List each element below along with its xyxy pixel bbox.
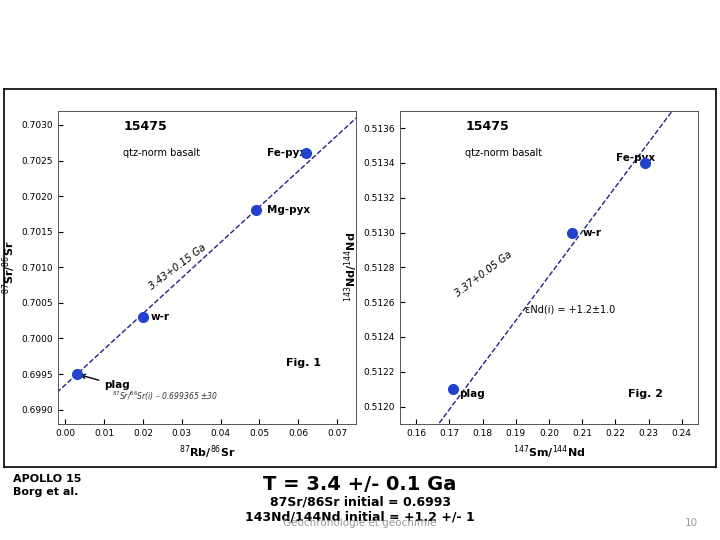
Text: plag: plag — [81, 374, 130, 390]
Text: εNd(i) = +1.2±1.0: εNd(i) = +1.2±1.0 — [525, 304, 616, 314]
X-axis label: $^{87}$Rb/$^{86}$Sr: $^{87}$Rb/$^{86}$Sr — [179, 443, 235, 461]
Y-axis label: $^{143}$Nd/$^{144}$Nd: $^{143}$Nd/$^{144}$Nd — [343, 232, 360, 302]
Text: 10: 10 — [685, 518, 698, 528]
Text: qtz-norm basalt: qtz-norm basalt — [465, 148, 542, 158]
Text: w-r: w-r — [582, 227, 601, 238]
Text: Fig. 1: Fig. 1 — [286, 357, 320, 368]
Y-axis label: $^{87}$Sr/$^{86}$Sr: $^{87}$Sr/$^{86}$Sr — [1, 240, 18, 294]
Text: 15475: 15475 — [465, 120, 509, 133]
Text: w-r: w-r — [150, 312, 170, 322]
Text: 3.43+0.15 Ga: 3.43+0.15 Ga — [147, 242, 208, 292]
Text: Fe-pyx: Fe-pyx — [616, 153, 655, 163]
Text: Mg-pyx: Mg-pyx — [267, 205, 310, 215]
Text: APOLLO 15: APOLLO 15 — [13, 474, 81, 484]
Text: 2. Rappels – Méthode isochrone Rb/Sr: 2. Rappels – Méthode isochrone Rb/Sr — [9, 15, 454, 36]
Text: 15475: 15475 — [123, 120, 167, 133]
Text: Borg et al.: Borg et al. — [13, 487, 78, 497]
Text: qtz-norm basalt: qtz-norm basalt — [123, 148, 200, 158]
Text: T = 3.4 +/- 0.1 Ga: T = 3.4 +/- 0.1 Ga — [264, 475, 456, 494]
Text: $^{87}$Sr/$^{86}$Sr(i) – 0.699365 ±30: $^{87}$Sr/$^{86}$Sr(i) – 0.699365 ±30 — [112, 389, 218, 402]
Text: 143Nd/144Nd initial = +1.2 +/- 1: 143Nd/144Nd initial = +1.2 +/- 1 — [245, 511, 475, 524]
X-axis label: $^{147}$Sm/$^{144}$Nd: $^{147}$Sm/$^{144}$Nd — [513, 443, 585, 461]
Text: Datation du volcanisme lunaire: Datation du volcanisme lunaire — [162, 62, 407, 76]
Text: 3.37+0.05 Ga: 3.37+0.05 Ga — [454, 249, 514, 298]
Text: Fig. 2: Fig. 2 — [628, 389, 662, 399]
Text: 87Sr/86Sr initial = 0.6993: 87Sr/86Sr initial = 0.6993 — [269, 496, 451, 509]
Text: plag: plag — [459, 389, 485, 399]
Text: Fe-pyx: Fe-pyx — [267, 148, 306, 158]
Text: Géochronologie et géochimie: Géochronologie et géochimie — [283, 518, 437, 528]
